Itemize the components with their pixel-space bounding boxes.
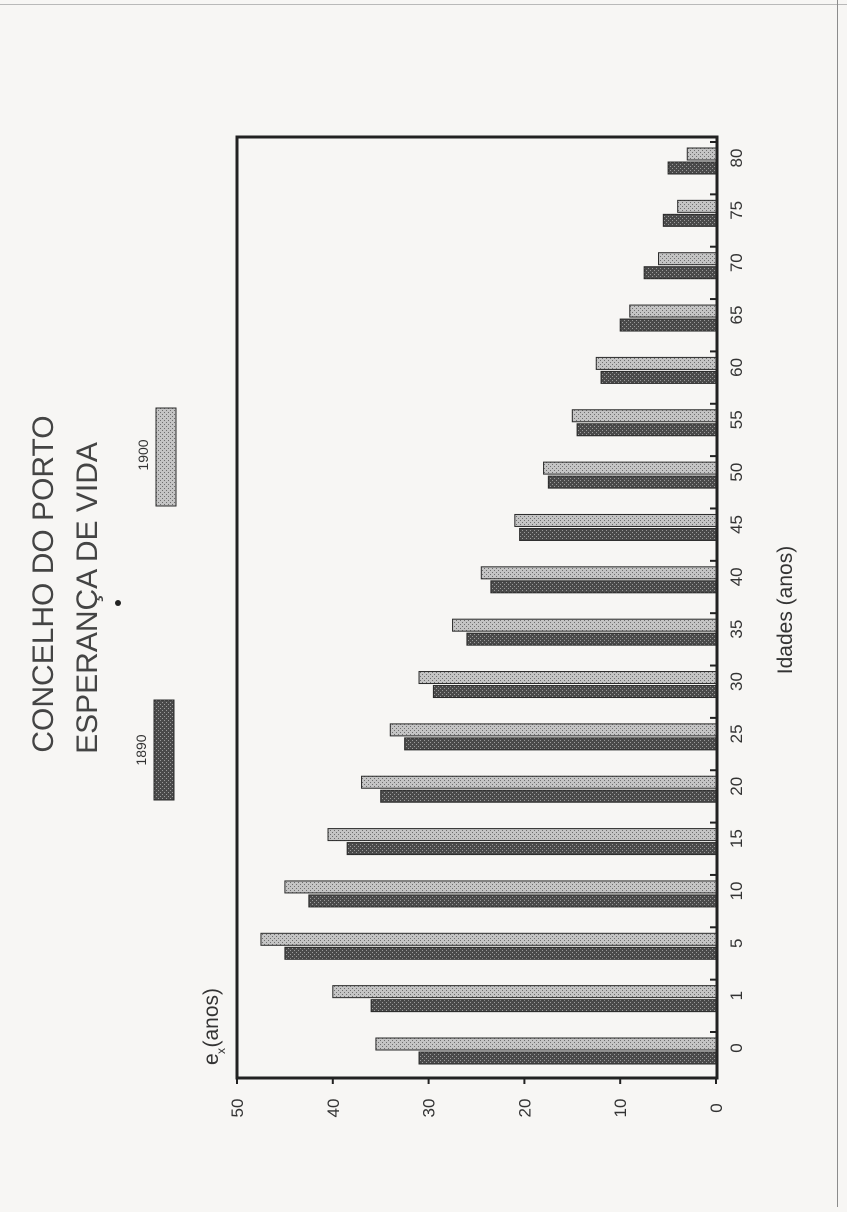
bar-1900-age-5: [260, 932, 717, 946]
bar-1890-age-50: [547, 475, 717, 489]
bar-1900-age-0: [375, 1037, 717, 1051]
y-axis-label: e (anos) x: [200, 988, 228, 1065]
y-tick-label: 20: [515, 1099, 534, 1118]
bar-1890-age-0: [418, 1051, 717, 1065]
page-edge-right: [837, 0, 838, 1207]
page-edge-top: [0, 4, 847, 5]
bar-1890-age-35: [466, 632, 717, 646]
x-tick-label: 45: [727, 515, 746, 534]
chart-title: CONCELHO DO PORTO: [27, 415, 60, 752]
x-tick-label: 25: [727, 724, 746, 743]
legend-label-1900: 1900: [135, 439, 151, 470]
y-tick-label: 0: [707, 1103, 726, 1112]
bar-1890-age-15: [346, 842, 717, 856]
bar-1890-age-55: [576, 423, 717, 437]
x-tick-label: 1: [727, 991, 746, 1000]
bars-group: [260, 147, 717, 1065]
y-tick-label: 10: [611, 1099, 630, 1118]
x-tick-label: 30: [727, 672, 746, 691]
bar-1890-age-1: [370, 999, 717, 1013]
bar-1900-age-1: [332, 985, 717, 999]
x-tick-label: 35: [727, 620, 746, 639]
x-tick-label: 70: [727, 253, 746, 272]
bar-1900-age-25: [389, 723, 717, 737]
y-axis-label-main: e (anos): [200, 988, 223, 1065]
x-tick-label: 60: [727, 358, 746, 377]
bar-1900-age-45: [514, 513, 717, 527]
y-tick-label: 50: [228, 1099, 247, 1118]
bar-1900-age-15: [327, 828, 717, 842]
y-tick-label: 30: [420, 1099, 439, 1118]
x-tick-label: 75: [727, 201, 746, 220]
bar-1890-age-70: [643, 266, 717, 280]
bar-1900-age-30: [418, 671, 717, 685]
bar-1900-age-35: [452, 618, 717, 632]
plot-frame: [235, 135, 719, 1080]
bar-1900-age-20: [361, 775, 717, 789]
x-tick-label: 50: [727, 463, 746, 482]
legend-swatch-1890: [153, 699, 175, 801]
x-tick-label: 10: [727, 881, 746, 900]
x-tick-label: 40: [727, 567, 746, 586]
bar-1890-age-30: [432, 685, 717, 699]
legend-swatch-1900: [155, 407, 177, 507]
y-tick-label: 40: [324, 1099, 343, 1118]
bar-1900-age-60: [595, 356, 717, 370]
bar-1890-age-40: [490, 580, 717, 594]
legend-label-1890: 1890: [133, 734, 149, 765]
bar-1900-age-10: [284, 880, 717, 894]
svg-text:e (anos): e (anos): [200, 988, 223, 1065]
bar-1890-age-20: [380, 789, 717, 803]
x-tick-label: 5: [727, 939, 746, 948]
bar-1890-age-65: [619, 318, 717, 332]
chart-subtitle: ESPERANÇA DE VIDA: [71, 442, 104, 754]
x-tick-label: 0: [727, 1043, 746, 1052]
y-axis-ticks: 0 10 20 30 40 50: [228, 1078, 726, 1117]
bar-1900-age-65: [629, 304, 717, 318]
bar-1890-age-75: [662, 213, 717, 227]
bar-1890-age-80: [667, 161, 717, 175]
bar-1900-age-55: [571, 409, 717, 423]
bar-1900-age-40: [480, 566, 717, 580]
scan-speck: [115, 600, 121, 606]
bar-1890-age-25: [404, 737, 717, 751]
x-tick-label: 20: [727, 777, 746, 796]
x-tick-label: 15: [727, 829, 746, 848]
bar-1900-age-70: [658, 252, 717, 266]
x-tick-label: 65: [727, 306, 746, 325]
bar-1900-age-75: [677, 199, 717, 213]
bar-1890-age-10: [308, 894, 717, 908]
bar-1900-age-50: [543, 461, 717, 475]
x-tick-label: 80: [727, 149, 746, 168]
bar-1890-age-5: [284, 946, 717, 960]
bar-1890-age-45: [519, 527, 717, 541]
x-axis-label: Idades (anos): [774, 546, 797, 674]
legend: 1890 1900: [133, 407, 177, 801]
x-tick-label: 55: [727, 410, 746, 429]
bar-1890-age-60: [600, 370, 717, 384]
bar-1900-age-80: [686, 147, 717, 161]
y-axis-label-subscript: x: [214, 1048, 228, 1054]
